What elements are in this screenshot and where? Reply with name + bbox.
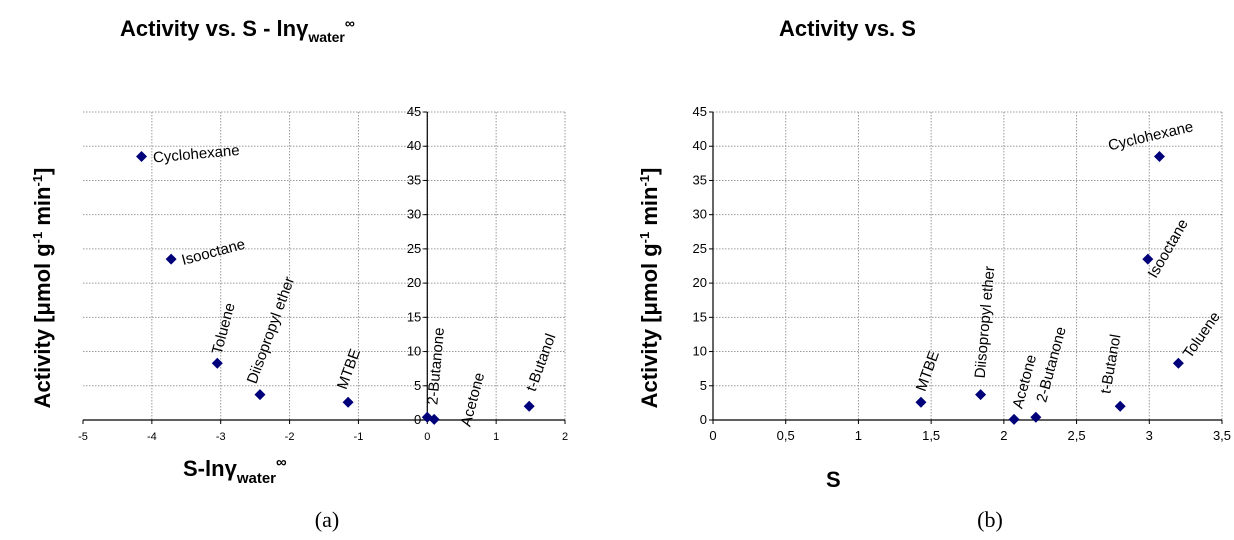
y-tick-label: 0 [414, 412, 421, 427]
data-point [1142, 253, 1154, 265]
chart-a-x-ticks: -5 -4 -3 -2 -1 0 1 2 [78, 420, 568, 443]
y-tick-label: 40 [407, 138, 421, 153]
x-tick-label: 0 [424, 431, 430, 443]
x-tick-label: 1 [493, 431, 499, 443]
y-tick-label: 25 [693, 241, 707, 256]
x-tick-label: 2 [1000, 428, 1007, 443]
data-point [915, 396, 927, 408]
point-label: MTBE [334, 347, 364, 392]
chart-b-y-axis-label: Activity [μmol g-1 min-1] [637, 168, 662, 409]
point-label: Cyclohexane [152, 142, 240, 166]
chart-b-y-ticks: 0 5 10 15 20 25 30 35 40 45 [693, 104, 713, 427]
chart-a-points [136, 150, 535, 425]
y-tick-label: 40 [693, 138, 707, 153]
point-label: Isooctane [180, 236, 247, 269]
point-label: 2-Butanone [1033, 325, 1069, 404]
data-point [342, 396, 354, 408]
x-tick-label: -1 [354, 431, 364, 443]
y-tick-label: 35 [693, 172, 707, 187]
point-label: Toluene [1180, 309, 1224, 362]
y-tick-label: 15 [693, 309, 707, 324]
x-tick-label: 0,5 [777, 428, 795, 443]
data-point [1008, 413, 1020, 425]
chart-b-x-axis-label: S [826, 467, 841, 492]
y-tick-label: 0 [700, 412, 707, 427]
point-label: t-Butanol [1097, 333, 1124, 395]
x-tick-label: 2,5 [1068, 428, 1086, 443]
point-label: t-Butanol [523, 331, 560, 393]
chart-a-caption: (a) [315, 507, 339, 532]
data-point [428, 413, 440, 425]
chart-panel-a: Activity vs. S - lnγwater∞ 0510152025303… [30, 15, 568, 532]
data-point [1030, 411, 1042, 423]
chart-a-grid [83, 111, 566, 421]
x-tick-label: 3 [1146, 428, 1153, 443]
y-tick-label: 30 [407, 207, 421, 222]
data-point [1153, 150, 1165, 162]
data-point [1114, 400, 1126, 412]
data-point [975, 389, 987, 401]
x-tick-label: 2 [562, 431, 568, 443]
chart-b-caption: (b) [977, 507, 1003, 532]
data-point [211, 357, 223, 369]
y-tick-label: 30 [693, 207, 707, 222]
x-tick-label: 3,5 [1213, 428, 1231, 443]
chart-b-grid [712, 111, 1223, 421]
chart-a-y-ticks: 0 5 10 15 20 25 30 35 40 45 [407, 104, 428, 427]
chart-b-points [915, 150, 1184, 425]
x-tick-label: 1,5 [922, 428, 940, 443]
point-label: Acetone [1009, 353, 1040, 411]
point-label: MTBE [913, 349, 943, 394]
chart-b-x-ticks: 0 0,5 1 1,5 2 2,5 3 3,5 [709, 420, 1231, 443]
data-point [254, 389, 266, 401]
point-label: 2-Butanone [424, 327, 448, 406]
x-tick-label: -2 [285, 431, 295, 443]
point-label: Diisopropyl ether [244, 274, 298, 386]
y-tick-label: 20 [693, 275, 707, 290]
y-tick-label: 45 [407, 104, 421, 119]
y-tick-label: 5 [700, 378, 707, 393]
chart-a-y-axis-label: Activity [μmol g-1 min-1] [30, 168, 55, 409]
y-tick-label: 20 [407, 275, 421, 290]
y-tick-label: 25 [407, 241, 421, 256]
point-label: Cyclohexane [1107, 118, 1195, 154]
chart-b-title: Activity vs. S [779, 16, 916, 41]
x-tick-label: -3 [216, 431, 226, 443]
y-tick-label: 35 [407, 172, 421, 187]
x-tick-label: 0 [709, 428, 716, 443]
x-tick-label: -5 [78, 431, 88, 443]
point-label: Diisopropyl ether [972, 265, 999, 379]
data-point [136, 150, 148, 162]
point-label: Toluene [209, 301, 239, 356]
x-tick-label: 1 [855, 428, 862, 443]
y-tick-label: 45 [693, 104, 707, 119]
y-tick-label: 5 [414, 378, 421, 393]
chart-a-x-axis-label: S-lnγwater∞ [183, 454, 287, 487]
y-tick-label: 15 [407, 309, 421, 324]
chart-panel-b: Activity vs. S 0 5 10 15 20 25 30 35 40 45 0 0,5 1 1… [637, 16, 1231, 532]
x-tick-label: -4 [147, 431, 157, 443]
y-tick-label: 10 [407, 344, 421, 359]
data-point [165, 253, 177, 265]
data-point [1172, 357, 1184, 369]
data-point [523, 400, 535, 412]
y-tick-label: 10 [693, 344, 707, 359]
chart-a-title: Activity vs. S - lnγwater∞ [120, 15, 355, 45]
